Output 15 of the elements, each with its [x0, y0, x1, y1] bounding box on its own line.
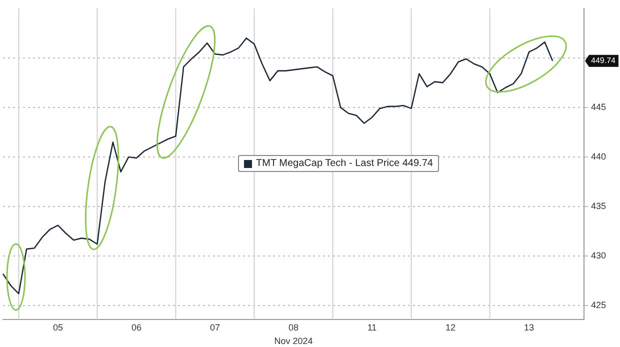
- x-tick-label: 12: [446, 322, 456, 332]
- x-tick-label: 05: [52, 322, 63, 332]
- y-tick-label: 435: [591, 200, 606, 211]
- y-tick-label: 430: [591, 250, 606, 260]
- x-tick-label: 13: [524, 322, 534, 332]
- text: 449.74: [591, 56, 616, 66]
- y-tick-label: 440: [591, 151, 606, 162]
- x-tick-label: 11: [367, 322, 377, 332]
- legend-label: TMT MegaCap Tech - Last Price 449.74: [256, 158, 433, 170]
- x-tick-label: 06: [131, 322, 142, 332]
- y-tick-label: 445: [591, 102, 606, 112]
- y-tick-label: 425: [591, 300, 606, 310]
- x-tick-label: 07: [210, 322, 220, 332]
- x-tick-label: 08: [288, 322, 299, 332]
- x-axis-title: Nov 2024: [274, 336, 313, 346]
